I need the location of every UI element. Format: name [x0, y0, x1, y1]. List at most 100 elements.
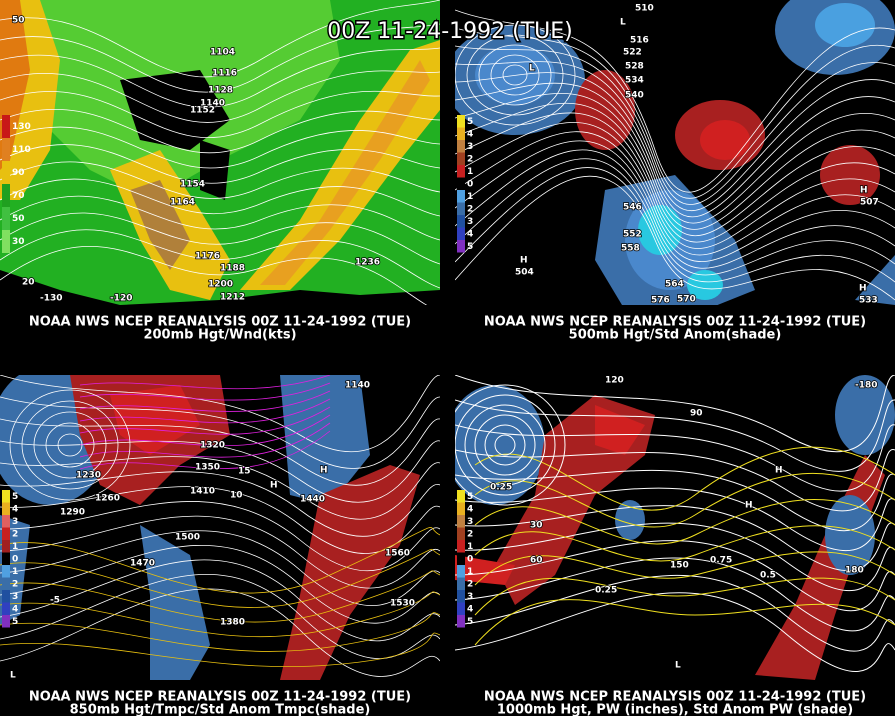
- colorbar-swatch: [457, 115, 465, 128]
- contour-ring: [502, 64, 528, 86]
- contour-label: 1470: [130, 559, 155, 569]
- colorbar-swatch: [457, 215, 465, 228]
- contour-line: [0, 515, 440, 589]
- contour-line: [0, 440, 440, 503]
- contour-label: H: [320, 466, 328, 476]
- contour-ring: [478, 44, 552, 106]
- panel-850mb: 5432101234512601320135011401290123014101…: [0, 375, 440, 716]
- contour-line: [455, 469, 895, 532]
- contour-ring: [45, 422, 95, 468]
- colorbar-swatch: [2, 184, 10, 207]
- contour-label: H: [860, 186, 868, 196]
- contour-label: 576: [651, 296, 670, 306]
- panel-subtitle: 1000mb Hgt, PW (inches), Std Anom PW (sh…: [497, 703, 853, 716]
- colorbar-label: 1: [467, 542, 473, 552]
- contour-label: H: [775, 466, 783, 476]
- contour-line: [455, 375, 895, 453]
- colorbar-swatch: [2, 552, 10, 565]
- contour-line: [0, 456, 440, 520]
- contour-ring: [455, 24, 576, 126]
- map-area: [0, 0, 440, 305]
- contour-label: 1236: [355, 258, 380, 268]
- contour-label: 570: [677, 295, 696, 305]
- colorbar-label: 2: [467, 154, 473, 164]
- colorbar-swatch: [2, 207, 10, 230]
- colorbar-swatch: [457, 515, 465, 528]
- contour-label: 1128: [208, 86, 233, 96]
- colorbar-swatch: [2, 527, 10, 540]
- colorbar-swatch: [2, 490, 10, 503]
- colorbar-label: 2: [12, 579, 18, 589]
- colorbar-label: 4: [12, 504, 18, 514]
- contour-label: 0.5: [760, 571, 776, 581]
- contour-line: [0, 418, 440, 486]
- colorbar-swatch: [2, 565, 10, 578]
- contour-label: 507: [860, 198, 879, 208]
- colorbar-label: 5: [467, 242, 473, 252]
- colorbar-label: 1: [467, 567, 473, 577]
- contour-label: L: [675, 661, 681, 671]
- map-area: [0, 375, 440, 680]
- contour-label: 1320: [200, 441, 225, 451]
- colorbar-label: 70: [12, 191, 25, 201]
- contour-line: [0, 161, 440, 199]
- colorbar-label: 1: [467, 167, 473, 177]
- colorbar-swatch: [457, 552, 465, 565]
- contour-label: -120: [110, 294, 133, 304]
- contour-label: H: [859, 284, 867, 294]
- colorbar-swatch: [2, 577, 10, 590]
- contour-line: [0, 612, 440, 652]
- contour-label: 60: [530, 556, 543, 566]
- colorbar-swatch: [2, 115, 10, 138]
- contour-line: [0, 588, 440, 677]
- contour-ring: [21, 400, 119, 490]
- contour-line: [0, 545, 440, 624]
- map-title: 00Z 11-24-1992 (TUE): [327, 19, 573, 44]
- contour-label: 504: [515, 268, 534, 278]
- colorbar-swatch: [457, 577, 465, 590]
- colorbar-swatch: [2, 502, 10, 515]
- colorbar-swatch: [457, 490, 465, 503]
- contour-ring: [484, 424, 526, 466]
- contour-label: 1290: [60, 508, 85, 518]
- colorbar-label: 3: [467, 217, 473, 227]
- colorbar-label: 90: [12, 168, 25, 178]
- colorbar-label: 110: [12, 145, 31, 155]
- contour-label: 10: [230, 491, 243, 501]
- contour-label: L: [10, 671, 16, 681]
- contour-label: 1350: [195, 463, 220, 473]
- colorbar-swatch: [2, 590, 10, 603]
- contour-line: [0, 212, 440, 265]
- contour-label: 1530: [390, 599, 415, 609]
- contour-label: 1152: [190, 106, 215, 116]
- contour-label: 1500: [175, 533, 200, 543]
- contour-ring: [494, 434, 516, 456]
- contour-line: [0, 530, 440, 606]
- contour-ring: [455, 384, 566, 506]
- colorbar-swatch: [457, 165, 465, 178]
- contour-line: [455, 399, 895, 472]
- contour-label: 90: [690, 409, 703, 419]
- contour-line: [0, 195, 440, 241]
- map-area: [455, 0, 895, 305]
- contour-label: 1560: [385, 549, 410, 559]
- colorbar-label: 2: [467, 529, 473, 539]
- contour-line: [79, 382, 331, 401]
- contour-line: [0, 0, 440, 78]
- contour-line: [0, 90, 440, 139]
- panel-500mb: 5 4 3 2 1 0 1 2 3 4 5 510 516 522 528 534 540 546 552 558 56…: [455, 0, 895, 344]
- contour-line: [0, 245, 428, 305]
- contour-label: 534: [625, 76, 644, 86]
- contour-label: -5: [50, 596, 60, 606]
- contour-line: [0, 109, 440, 154]
- contour-label: 120: [605, 376, 624, 386]
- contour-label: 1188: [220, 264, 245, 274]
- panel-subtitle: 200mb Hgt/Wnd(kts): [143, 328, 296, 343]
- contour-label: 558: [621, 244, 640, 254]
- contour-label: 1212: [220, 293, 245, 303]
- colorbar-label: 3: [12, 592, 18, 602]
- contour-line: [0, 23, 440, 93]
- colorbar-swatch: [457, 140, 465, 153]
